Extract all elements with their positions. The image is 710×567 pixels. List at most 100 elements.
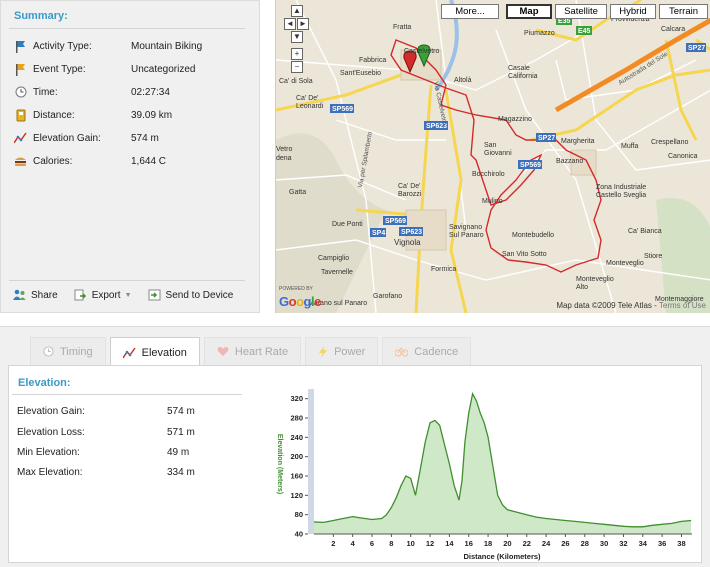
svg-text:SP27: SP27 <box>538 135 555 142</box>
svg-text:SP4: SP4 <box>372 230 385 237</box>
summary-label: Elevation Gain: <box>33 132 101 144</box>
tab-power[interactable]: Power <box>305 337 379 365</box>
y-tick-label: 120 <box>290 491 303 500</box>
x-tick-label: 38 <box>677 539 685 548</box>
pan-left-button[interactable]: ◄ <box>284 18 296 30</box>
tab-label: Heart Rate <box>234 345 289 358</box>
svg-text:Ca' di Sola: Ca' di Sola <box>279 78 313 85</box>
map-type-selector: Map Satellite Hybrid Terrain <box>503 4 708 19</box>
map-type-satellite-button[interactable]: Satellite <box>555 4 607 19</box>
svg-text:Ca' De': Ca' De' <box>296 95 319 102</box>
x-tick-label: 28 <box>581 539 589 548</box>
svg-text:SP623: SP623 <box>426 123 447 130</box>
x-tick-label: 8 <box>389 539 393 548</box>
elevation-title: Elevation: <box>18 377 71 389</box>
svg-text:SP623: SP623 <box>401 229 422 236</box>
svg-text:Calcara: Calcara <box>661 26 685 33</box>
summary-row-time: Time: 02:27:34 <box>14 84 254 100</box>
summary-row-elevation-gain: Elevation Gain: 574 m <box>14 130 254 146</box>
y-tick-label: 40 <box>295 530 303 539</box>
svg-text:California: California <box>508 73 538 80</box>
svg-text:Montebudello: Montebudello <box>512 232 554 239</box>
pan-down-button[interactable]: ▼ <box>291 31 303 43</box>
start-marker-icon <box>417 44 431 68</box>
svg-text:Piumazzo: Piumazzo <box>524 30 555 37</box>
elevation-line <box>313 391 692 528</box>
zoom-out-button[interactable]: − <box>291 61 303 73</box>
svg-text:Due Ponti: Due Ponti <box>332 221 363 228</box>
tab-label: Elevation <box>141 346 187 359</box>
elevation-icon <box>14 132 27 145</box>
svg-text:SP569: SP569 <box>332 106 353 113</box>
tab-timing[interactable]: Timing <box>30 337 106 365</box>
section-divider <box>0 326 710 327</box>
map-more-button[interactable]: More... <box>441 4 499 19</box>
x-tick-label: 12 <box>426 539 434 548</box>
map-type-terrain-button[interactable]: Terrain <box>659 4 708 19</box>
export-icon <box>74 289 87 301</box>
y-axis-band <box>308 389 314 534</box>
elevation-chart[interactable]: Elevation (Meters) Distance (Kilometers)… <box>264 381 694 563</box>
divider <box>12 394 242 395</box>
zoom-in-button[interactable]: + <box>291 48 303 60</box>
pan-right-button[interactable]: ► <box>297 18 309 30</box>
stat-label: Min Elevation: <box>17 446 80 458</box>
svg-text:Giovanni: Giovanni <box>484 150 512 157</box>
details-tabs: Timing Elevation Heart Rate Power Cadenc… <box>30 337 475 367</box>
x-tick-label: 24 <box>542 539 551 548</box>
svg-text:Casale: Casale <box>508 65 530 72</box>
summary-value: 574 m <box>131 132 159 144</box>
summary-value: Uncategorized <box>131 63 196 75</box>
svg-text:Leonardi: Leonardi <box>296 103 324 110</box>
x-tick-label: 14 <box>445 539 454 548</box>
summary-label: Activity Type: <box>33 40 92 52</box>
elevation-area <box>314 393 692 534</box>
send-to-device-label: Send to Device <box>165 289 234 301</box>
svg-text:Ca' De': Ca' De' <box>398 183 421 190</box>
heart-icon <box>217 346 229 357</box>
svg-text:Alto: Alto <box>576 284 588 291</box>
google-logo[interactable]: POWERED BY Google <box>279 286 321 309</box>
share-button[interactable]: Share <box>13 289 58 301</box>
svg-text:San: San <box>484 142 497 149</box>
route-map[interactable]: SP569 SP623 SP569 SP623 SP4 SP27 E45 SP2… <box>275 0 710 313</box>
clock-icon <box>14 86 27 99</box>
activity-flag-icon <box>14 40 27 53</box>
summary-value: 1,644 C <box>131 155 167 167</box>
export-button[interactable]: Export ▼ <box>74 289 132 301</box>
summary-panel: Summary: Activity Type: Mountain Biking … <box>0 0 260 313</box>
max-elevation-row: Max Elevation: 334 m <box>17 465 247 479</box>
terms-of-use-link[interactable]: Terms of Use <box>658 301 706 310</box>
tab-cadence[interactable]: Cadence <box>382 337 472 365</box>
svg-text:Fratta: Fratta <box>393 24 411 31</box>
chevron-down-icon: ▼ <box>124 291 132 299</box>
tab-label: Cadence <box>414 345 459 358</box>
stat-label: Max Elevation: <box>17 466 83 478</box>
clock-icon <box>43 346 54 357</box>
details-section: Timing Elevation Heart Rate Power Cadenc… <box>0 327 710 567</box>
summary-row-activity-type: Activity Type: Mountain Biking <box>14 38 254 54</box>
map-type-hybrid-button[interactable]: Hybrid <box>610 4 656 19</box>
summary-row-calories: Calories: 1,644 C <box>14 153 254 169</box>
x-tick-label: 30 <box>600 539 608 548</box>
svg-text:Barozzi: Barozzi <box>398 191 422 198</box>
tab-heart-rate[interactable]: Heart Rate <box>203 337 302 365</box>
logo-caption: POWERED BY <box>279 286 313 292</box>
summary-label: Event Type: <box>33 63 86 75</box>
svg-text:Tavernelle: Tavernelle <box>321 269 353 276</box>
x-tick-label: 18 <box>484 539 492 548</box>
send-to-device-button[interactable]: Send to Device <box>148 289 234 301</box>
tab-elevation[interactable]: Elevation <box>109 337 200 367</box>
svg-text:Monteveglio: Monteveglio <box>606 260 644 267</box>
map-type-map-button[interactable]: Map <box>506 4 552 19</box>
summary-row-distance: Distance: 39.09 km <box>14 107 254 123</box>
summary-row-event-type: Event Type: Uncategorized <box>14 61 254 77</box>
elevation-gain-row: Elevation Gain: 574 m <box>17 404 247 418</box>
export-label: Export <box>91 289 121 301</box>
pan-up-button[interactable]: ▲ <box>291 5 303 17</box>
svg-text:Vignola: Vignola <box>394 238 421 247</box>
distance-icon <box>14 109 27 122</box>
chart-ylabel: Elevation (Meters) <box>276 434 283 494</box>
svg-text:Magazzino: Magazzino <box>498 116 532 123</box>
map-canvas: SP569 SP623 SP569 SP623 SP4 SP27 E45 SP2… <box>276 0 710 313</box>
